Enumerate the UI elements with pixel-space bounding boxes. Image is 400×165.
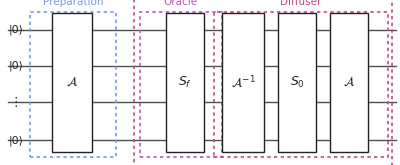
Bar xyxy=(140,12,222,157)
Bar xyxy=(278,13,316,152)
Text: $\mathcal{A}$: $\mathcal{A}$ xyxy=(66,76,78,89)
Bar xyxy=(330,13,368,152)
Bar xyxy=(214,12,388,157)
Text: State
Preparation: State Preparation xyxy=(43,0,104,7)
Text: $\mathcal{A}$: $\mathcal{A}$ xyxy=(343,76,355,89)
Bar xyxy=(222,13,264,152)
Text: Diffuser: Diffuser xyxy=(280,0,322,7)
Text: $S_0$: $S_0$ xyxy=(290,75,304,90)
Bar xyxy=(30,12,116,157)
Text: Oracle: Oracle xyxy=(164,0,198,7)
Bar xyxy=(52,13,92,152)
Text: |0⟩: |0⟩ xyxy=(8,24,24,35)
Text: |0⟩: |0⟩ xyxy=(8,135,24,146)
Bar xyxy=(134,0,392,165)
Bar xyxy=(166,13,204,152)
Text: $S_f$: $S_f$ xyxy=(178,75,192,90)
Text: ⋮: ⋮ xyxy=(10,96,22,109)
Text: |0⟩: |0⟩ xyxy=(8,61,24,71)
Text: $\mathcal{A}^{-1}$: $\mathcal{A}^{-1}$ xyxy=(230,75,256,90)
